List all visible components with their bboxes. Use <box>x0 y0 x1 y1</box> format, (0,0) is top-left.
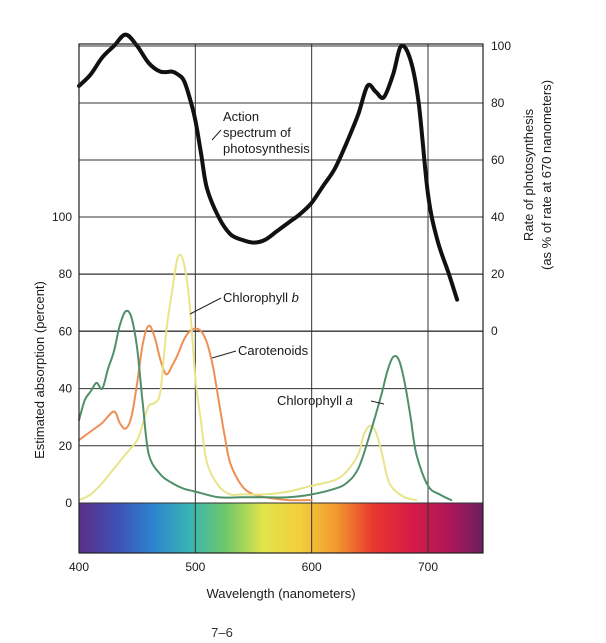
left-y-tick-label: 100 <box>52 210 72 224</box>
annotation-carotenoids: Carotenoids <box>211 343 309 359</box>
right-y-axis-label-line1: Rate of photosynthesis <box>521 108 536 241</box>
right-y-tick-label: 0 <box>491 324 498 338</box>
annotation-leader-action <box>211 129 222 141</box>
x-tick-label: 400 <box>69 560 89 574</box>
figure-caption: 7–6 <box>211 625 233 640</box>
svg-text:Carotenoids: Carotenoids <box>238 343 309 358</box>
x-tick-label: 500 <box>185 560 205 574</box>
svg-text:Chlorophyll b: Chlorophyll b <box>223 290 299 305</box>
left-y-tick-label: 80 <box>59 267 73 281</box>
annotation-leader-chlorophyll-a <box>370 400 385 405</box>
x-tick-label: 700 <box>418 560 438 574</box>
x-axis-label: Wavelength (nanometers) <box>206 586 355 601</box>
x-tick-label: 600 <box>302 560 322 574</box>
right-y-tick-label: 60 <box>491 153 505 167</box>
visible-spectrum-bar <box>79 503 483 553</box>
svg-text:Chlorophyll a: Chlorophyll a <box>277 393 353 408</box>
action-spectrum-of-photosynthesis-line <box>77 32 460 302</box>
annotation-chlorophyll-a: Chlorophyll a <box>277 393 385 408</box>
right-y-tick-label: 20 <box>491 267 505 281</box>
right-y-axis-label-line2: (as % of rate at 670 nanometers) <box>539 80 554 270</box>
series-lines <box>77 32 460 502</box>
annotation-chlorophyll-b: Chlorophyll b <box>189 290 299 315</box>
annotation-leader-chlorophyll-b <box>189 297 222 315</box>
left-y-tick-label: 40 <box>59 382 73 396</box>
svg-text:Action: Action <box>223 109 259 124</box>
left-y-tick-label: 60 <box>59 324 73 338</box>
annotation-leader-carotenoids <box>211 350 237 359</box>
axes: 400 500 600 700 0 20 40 60 80 100 0 20 40 60 80 100 <box>52 39 511 574</box>
carotenoids-line <box>78 324 313 502</box>
svg-text:photosynthesis: photosynthesis <box>223 141 310 156</box>
left-y-tick-label: 0 <box>65 496 72 510</box>
plot-frame <box>78 43 484 554</box>
annotation-action-spectrum: Action spectrum of photosynthesis <box>211 109 310 156</box>
left-y-tick-label: 20 <box>59 439 73 453</box>
right-y-tick-label: 80 <box>491 96 505 110</box>
chlorophyll-a-line <box>78 309 453 502</box>
right-y-tick-label: 40 <box>491 210 505 224</box>
left-y-axis-label: Estimated absorption (percent) <box>32 281 47 459</box>
svg-text:spectrum of: spectrum of <box>223 125 291 140</box>
right-y-tick-label: 100 <box>491 39 511 53</box>
